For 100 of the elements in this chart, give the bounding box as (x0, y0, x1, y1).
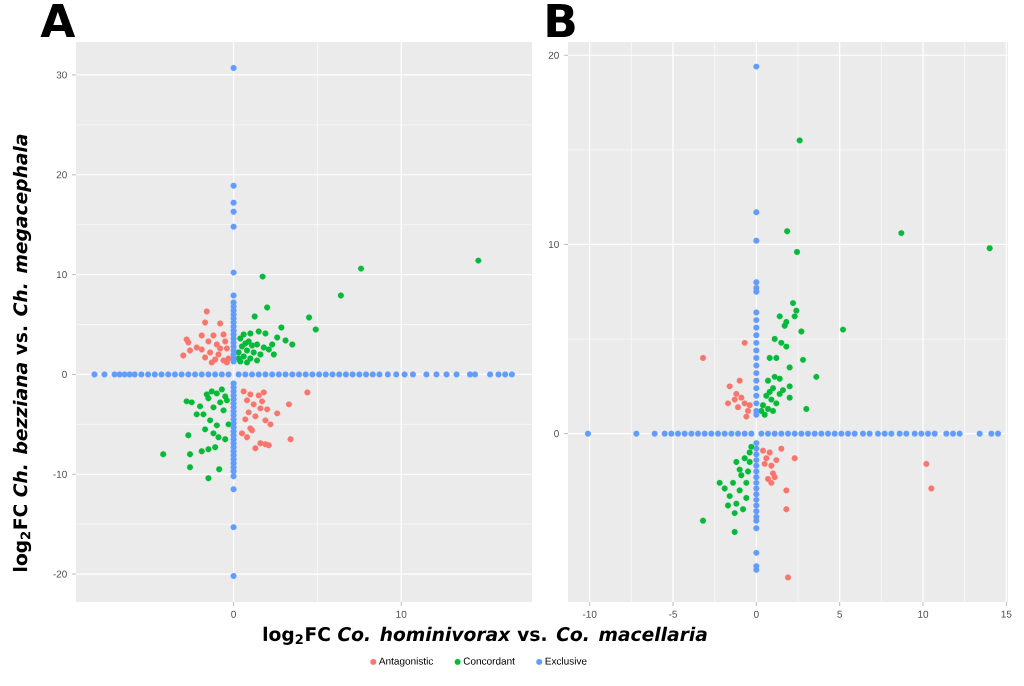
point (264, 406, 271, 413)
point (186, 347, 194, 354)
point (778, 339, 785, 346)
y-tick-label: 0 (554, 430, 559, 438)
x-tick-label: 10 (396, 610, 407, 618)
point (746, 449, 753, 456)
x-tick-label: 10 (918, 610, 929, 618)
point (736, 487, 743, 494)
point (252, 413, 259, 420)
point (769, 407, 777, 414)
point (761, 411, 768, 418)
x-tick-label: 0 (753, 610, 759, 618)
point (840, 326, 847, 333)
point (726, 493, 733, 500)
point (267, 421, 274, 428)
point (783, 318, 790, 326)
point (761, 460, 768, 467)
point (240, 388, 247, 395)
point (743, 413, 750, 420)
point (738, 394, 745, 401)
point (252, 445, 259, 452)
point (773, 457, 780, 464)
point (262, 417, 269, 424)
point (771, 373, 778, 380)
point (217, 320, 224, 327)
point (768, 396, 775, 403)
point (738, 472, 745, 479)
y-tick-label: 10 (548, 240, 559, 248)
point (736, 377, 743, 384)
point (784, 574, 792, 581)
point (205, 338, 212, 345)
y-tick-label: -10 (53, 470, 67, 478)
point (771, 336, 778, 343)
point (776, 313, 783, 320)
point (733, 500, 740, 507)
point (213, 341, 220, 348)
point (773, 400, 780, 407)
y-tick-label: 20 (548, 51, 559, 59)
point (766, 449, 773, 456)
point (198, 332, 205, 339)
point (242, 416, 249, 423)
point (207, 349, 214, 356)
point (923, 460, 930, 467)
point (260, 389, 267, 396)
point (699, 354, 707, 361)
point (744, 407, 752, 414)
point (223, 359, 230, 366)
point (794, 248, 801, 256)
point (238, 430, 245, 437)
point (743, 494, 750, 501)
point (771, 474, 778, 481)
point (285, 401, 292, 408)
point (763, 455, 770, 462)
point (768, 462, 775, 469)
point (726, 383, 733, 390)
point (203, 308, 210, 315)
point (731, 510, 738, 517)
point (274, 410, 281, 417)
point (786, 383, 793, 390)
point (791, 455, 798, 462)
legend-label: Antagonistic (378, 657, 434, 667)
point (741, 339, 748, 346)
point (731, 528, 738, 536)
point (773, 354, 780, 361)
point (763, 392, 770, 399)
point (223, 345, 230, 352)
point (257, 440, 264, 447)
point (741, 455, 748, 462)
y-axis-title: log$_{2}$FC Ch. bezziana vs. Ch. megacephala (12, 134, 32, 571)
point (783, 506, 790, 513)
point (734, 404, 742, 411)
point (304, 389, 311, 396)
chart-title: B (547, 3, 575, 38)
y-tick-label: 10 (56, 271, 67, 279)
point (791, 313, 798, 320)
point (259, 398, 266, 405)
x-tick-label: 15 (1001, 610, 1012, 618)
point (733, 458, 740, 466)
point (731, 396, 738, 403)
point (247, 391, 254, 398)
point (193, 344, 200, 351)
point (780, 387, 787, 394)
point (724, 400, 732, 407)
point (783, 487, 790, 494)
point (786, 394, 793, 401)
legend-label: Concordant (463, 657, 515, 665)
point (776, 375, 783, 382)
point (784, 228, 791, 235)
point (287, 436, 294, 443)
chart-title: A (40, 3, 76, 38)
point (699, 517, 707, 524)
point (803, 406, 810, 413)
point (759, 447, 767, 454)
point (778, 445, 785, 452)
point (813, 373, 820, 380)
point (250, 401, 257, 408)
point (243, 397, 251, 404)
point (180, 352, 187, 359)
point (243, 434, 251, 441)
point (766, 388, 773, 396)
